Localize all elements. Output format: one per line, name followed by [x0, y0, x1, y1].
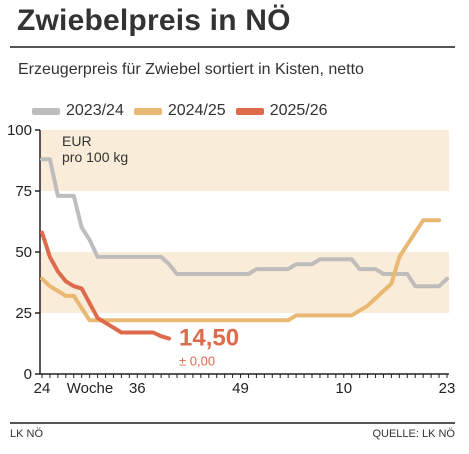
- series-line-2025-26: [40, 230, 172, 341]
- y-tick-label-0: 0: [24, 366, 32, 383]
- unit-label-1: pro 100 kg: [62, 149, 128, 165]
- legend-label-2024: 2024/25: [167, 102, 226, 119]
- legend-item-2024: 2024/25: [133, 102, 226, 120]
- callout-value: 14,50: [179, 325, 239, 352]
- chart-subtitle: Erzeugerpreis für Zwiebel sortiert in Ki…: [18, 61, 364, 78]
- legend-item-2023: 2023/24: [32, 102, 124, 120]
- x-tick-label-49: 49: [232, 380, 249, 397]
- unit-label-0: EUR: [62, 133, 92, 149]
- y-tick-label-100: 100: [7, 122, 32, 139]
- legend-swatch-2023: [32, 107, 60, 115]
- x-tick-label-24: 24: [34, 380, 51, 397]
- header-rule: [10, 46, 455, 48]
- series-line-2024-25: [40, 218, 442, 323]
- y-tick-label-25: 25: [15, 305, 32, 322]
- callout-change: ± 0,00: [179, 354, 215, 369]
- shaded-band-1: [40, 130, 449, 191]
- x-tick-label-23: 23: [439, 380, 456, 397]
- x-tick-label-36: 36: [129, 380, 146, 397]
- legend-label-2023: 2023/24: [66, 102, 124, 119]
- footer-rule: [10, 422, 455, 424]
- series-line-2023-24: [40, 157, 449, 289]
- y-tick-label-50: 50: [15, 244, 32, 261]
- footer-source-left: LK NÖ: [10, 428, 44, 440]
- legend: 2023/24 2024/25 2025/26: [32, 100, 338, 122]
- shaded-band-0: [40, 252, 449, 313]
- legend-swatch-2024: [133, 107, 162, 115]
- chart-title: Zwiebelpreis in NÖ: [17, 4, 291, 37]
- y-tick-label-75: 75: [15, 183, 32, 200]
- footer-source-right: QUELLE: LK NÖ: [372, 428, 455, 440]
- legend-label-2025: 2025/26: [269, 102, 328, 119]
- legend-item-2025: 2025/26: [235, 102, 328, 120]
- x-tick-label-10: 10: [335, 380, 352, 397]
- x-axis-label: Woche: [67, 380, 113, 397]
- legend-swatch-2025: [235, 107, 264, 115]
